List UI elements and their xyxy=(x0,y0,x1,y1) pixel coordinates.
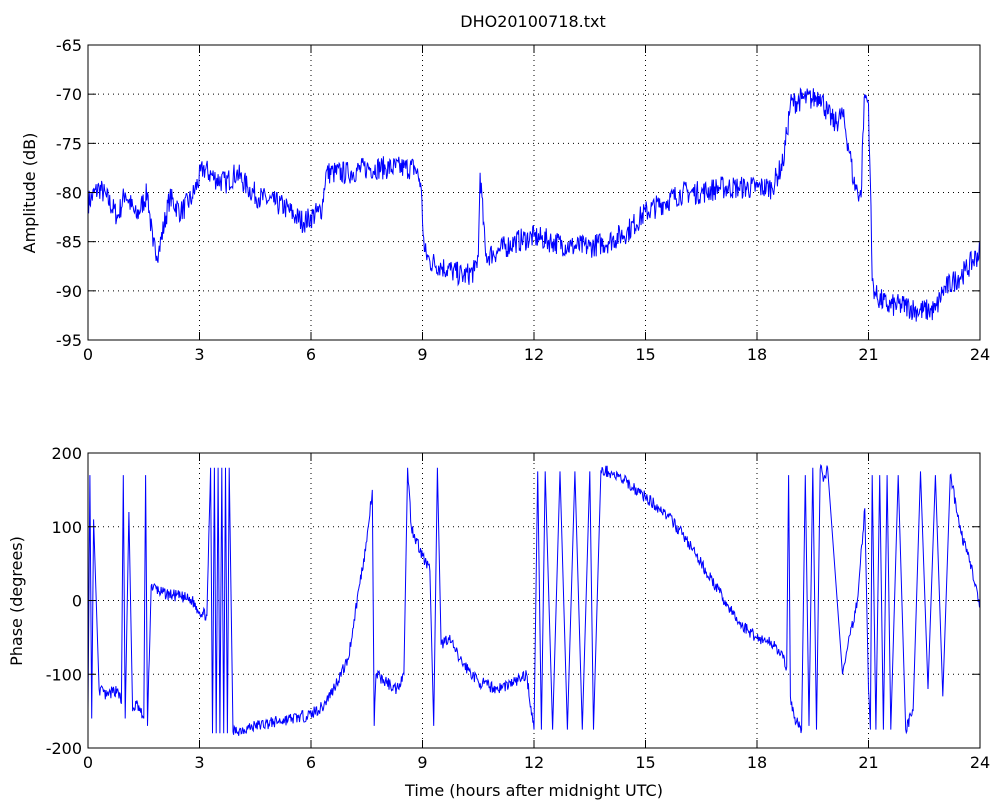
phase-xtick-label: 12 xyxy=(524,753,544,772)
amplitude-ytick-label: -70 xyxy=(56,85,82,104)
phase-xtick-label: 24 xyxy=(970,753,990,772)
phase-axes: 0 3 6 9 12 15 18 21 24 -200 -100 0 100 200 Phase (deg… xyxy=(7,444,990,800)
amplitude-xtick-label: 21 xyxy=(858,345,878,364)
amplitude-ytick-label: -65 xyxy=(56,36,82,55)
phase-xtick-label: 15 xyxy=(635,753,655,772)
amplitude-axes: 0 3 6 9 12 15 18 21 24 -95 -90 -85 -80 -75 -70 -65 Ampl… xyxy=(20,36,990,364)
amplitude-ytick-label: -85 xyxy=(56,233,82,252)
phase-ylabel: Phase (degrees) xyxy=(7,536,26,666)
phase-xtick-label: 6 xyxy=(306,753,316,772)
phase-xtick-label: 0 xyxy=(83,753,93,772)
phase-xtick-label: 3 xyxy=(194,753,204,772)
amplitude-ticks: 0 3 6 9 12 15 18 21 24 -95 -90 -85 -80 -75 -70 -65 xyxy=(56,36,990,364)
phase-xtick-label: 9 xyxy=(417,753,427,772)
amplitude-xtick-label: 6 xyxy=(306,345,316,364)
phase-xtick-label: 18 xyxy=(747,753,767,772)
amplitude-xtick-label: 3 xyxy=(194,345,204,364)
phase-xtick-label: 21 xyxy=(858,753,878,772)
amplitude-xtick-label: 15 xyxy=(635,345,655,364)
amplitude-ytick-label: -80 xyxy=(56,184,82,203)
amplitude-xtick-label: 12 xyxy=(524,345,544,364)
amplitude-ytick-label: -90 xyxy=(56,282,82,301)
phase-ytick-label: 100 xyxy=(51,518,82,537)
amplitude-ytick-label: -75 xyxy=(56,134,82,153)
amplitude-line xyxy=(88,87,980,322)
amplitude-grid xyxy=(88,45,980,340)
amplitude-xtick-label: 9 xyxy=(417,345,427,364)
phase-line xyxy=(88,463,980,736)
phase-ticks: 0 3 6 9 12 15 18 21 24 -200 -100 0 100 200 xyxy=(46,444,990,772)
amplitude-xtick-label: 0 xyxy=(83,345,93,364)
amplitude-xtick-label: 24 xyxy=(970,345,990,364)
phase-ytick-label: 200 xyxy=(51,444,82,463)
chart-title: DHO20100718.txt xyxy=(460,12,605,31)
phase-ytick-label: -100 xyxy=(46,665,82,684)
amplitude-ylabel: Amplitude (dB) xyxy=(20,133,39,254)
phase-ytick-label: -200 xyxy=(46,739,82,758)
amplitude-ytick-label: -95 xyxy=(56,331,82,350)
phase-ytick-label: 0 xyxy=(72,592,82,611)
amplitude-xtick-label: 18 xyxy=(747,345,767,364)
time-xlabel: Time (hours after midnight UTC) xyxy=(404,781,663,800)
